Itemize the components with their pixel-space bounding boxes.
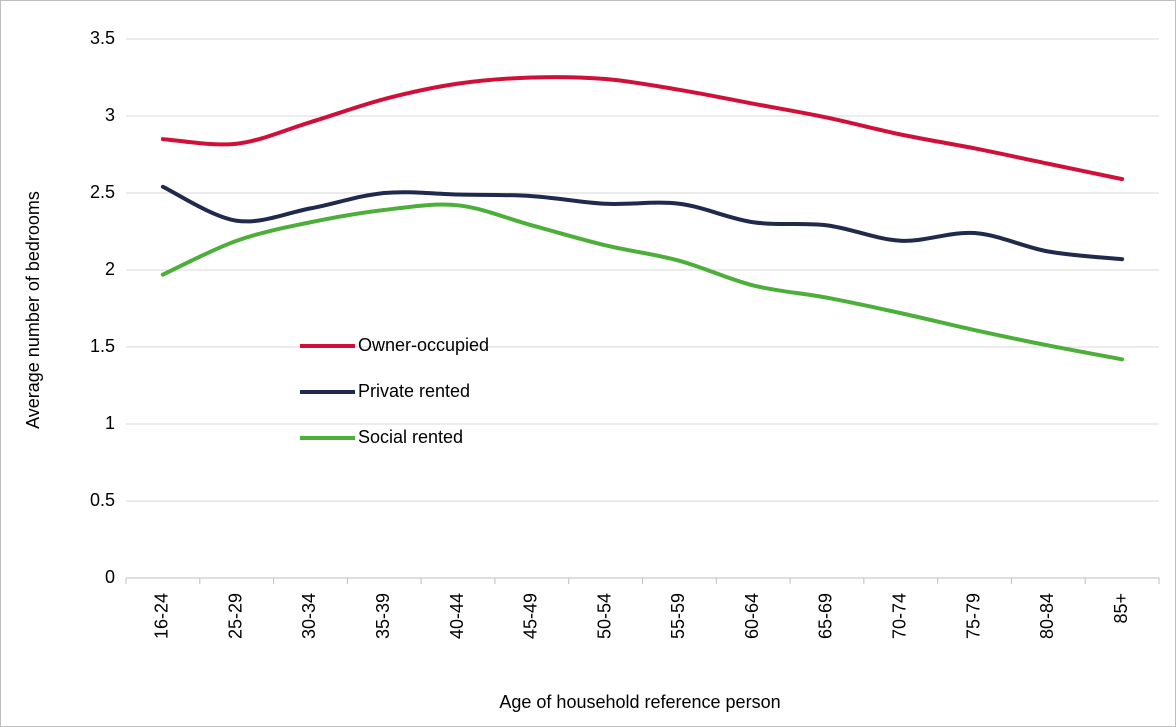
series-line bbox=[160, 184, 1125, 262]
series-line bbox=[160, 75, 1125, 182]
x-tick-label: 16-24 bbox=[152, 593, 172, 639]
y-tick-label: 3.5 bbox=[90, 28, 115, 48]
y-tick-label: 0 bbox=[105, 567, 115, 587]
legend-label: Private rented bbox=[358, 381, 470, 401]
legend-label: Social rented bbox=[358, 427, 463, 447]
y-tick-label: 0.5 bbox=[90, 490, 115, 510]
x-axis-label: Age of household reference person bbox=[499, 692, 780, 712]
y-tick-label: 1 bbox=[105, 413, 115, 433]
y-tick-label: 1.5 bbox=[90, 336, 115, 356]
series-line bbox=[160, 202, 1125, 362]
x-tick-label: 55-59 bbox=[668, 593, 688, 639]
x-tick-label: 80-84 bbox=[1037, 593, 1057, 639]
x-tick-label: 70-74 bbox=[890, 593, 910, 639]
legend-label: Owner-occupied bbox=[358, 335, 489, 355]
x-tick-label: 85+ bbox=[1111, 593, 1131, 624]
x-tick-label: 40-44 bbox=[447, 593, 467, 639]
x-tick-label: 45-49 bbox=[521, 593, 541, 639]
x-tick-label: 30-34 bbox=[299, 593, 319, 639]
x-tick-label: 35-39 bbox=[373, 593, 393, 639]
y-axis-label: Average number of bedrooms bbox=[23, 191, 43, 429]
y-tick-label: 3 bbox=[105, 105, 115, 125]
y-tick-label: 2 bbox=[105, 259, 115, 279]
x-tick-label: 65-69 bbox=[816, 593, 836, 639]
x-tick-label: 50-54 bbox=[594, 593, 614, 639]
y-tick-label: 2.5 bbox=[90, 182, 115, 202]
x-tick-label: 60-64 bbox=[742, 593, 762, 639]
x-tick-label: 25-29 bbox=[225, 593, 245, 639]
x-tick-label: 75-79 bbox=[963, 593, 983, 639]
